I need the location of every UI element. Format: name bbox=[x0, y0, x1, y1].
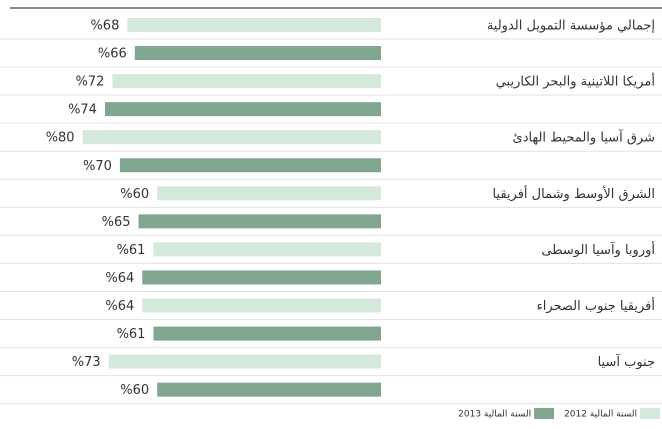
value-label: %61 bbox=[117, 327, 146, 342]
value-label: %64 bbox=[105, 299, 134, 314]
bar bbox=[119, 158, 382, 173]
bar bbox=[157, 186, 381, 201]
value-label: %80 bbox=[46, 131, 75, 146]
bar bbox=[104, 102, 381, 117]
bar bbox=[82, 130, 381, 145]
bar bbox=[142, 270, 381, 285]
category-label: إجمالي مؤسسة التمويل الدولية bbox=[487, 19, 655, 34]
bar bbox=[134, 46, 381, 61]
value-label: %66 bbox=[98, 47, 127, 62]
value-label: %60 bbox=[120, 383, 149, 398]
category-label: جنوب آسيا bbox=[598, 353, 655, 370]
bar bbox=[138, 214, 381, 229]
bar bbox=[153, 242, 381, 257]
bar bbox=[127, 18, 381, 32]
value-label: %68 bbox=[90, 19, 119, 34]
legend-swatch bbox=[534, 408, 555, 419]
category-label: أفريقيا جنوب الصحراء bbox=[537, 297, 655, 314]
bar bbox=[157, 382, 381, 397]
value-label: %74 bbox=[68, 103, 97, 118]
category-label: أمريكا اللاتينية والبحر الكاريبي bbox=[496, 73, 655, 90]
value-label: %72 bbox=[76, 75, 105, 90]
value-label: %64 bbox=[105, 271, 134, 286]
value-label: %60 bbox=[120, 187, 149, 202]
legend-swatch bbox=[640, 408, 660, 419]
bar bbox=[112, 74, 381, 89]
bar bbox=[142, 298, 381, 313]
category-label: الشرق الأوسط وشمال أفريقيا bbox=[492, 185, 655, 202]
category-label: شرق آسيا والمحيط الهادئ bbox=[513, 129, 655, 146]
value-label: %65 bbox=[102, 215, 131, 230]
category-label: أوروبا وآسيا الوسطى bbox=[541, 241, 655, 258]
value-label: %73 bbox=[72, 355, 101, 370]
value-label: %61 bbox=[117, 243, 146, 258]
legend-label: السنة المالية 2013 bbox=[458, 410, 531, 420]
value-label: %70 bbox=[83, 159, 112, 174]
bar bbox=[108, 354, 382, 369]
legend-label: السنة المالية 2012 bbox=[564, 410, 637, 420]
bar bbox=[153, 326, 381, 341]
